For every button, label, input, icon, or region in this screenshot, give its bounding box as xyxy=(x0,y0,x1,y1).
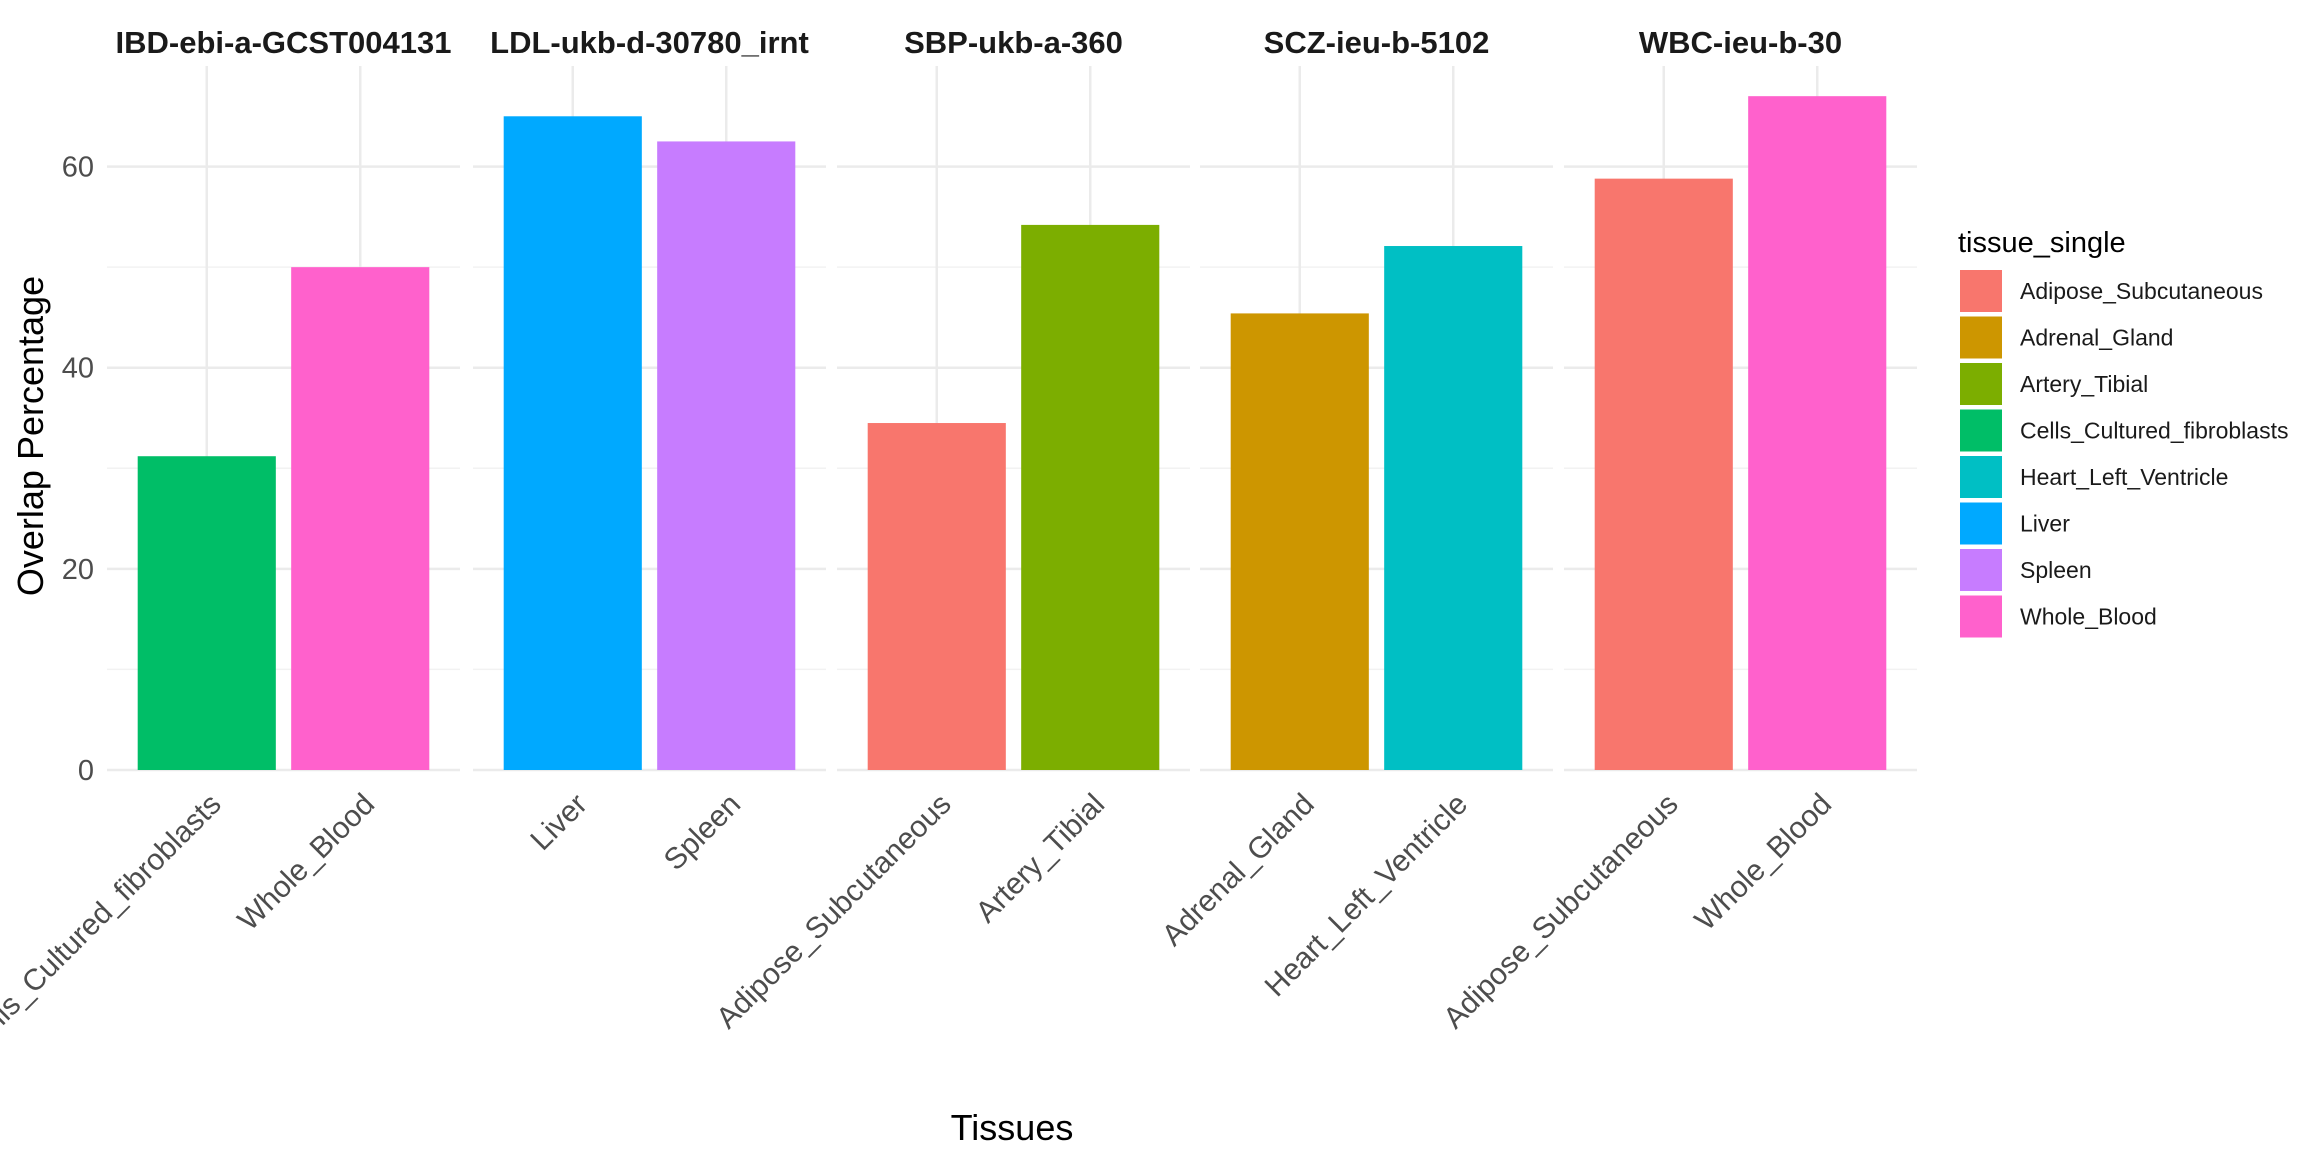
bar-liver xyxy=(503,116,642,771)
y-axis: 0 20 40 60 xyxy=(62,152,94,787)
legend-label: Heart_Left_Ventricle xyxy=(2020,464,2228,490)
legend-title: tissue_single xyxy=(1958,227,2126,259)
bar-cells-cultured-fibroblasts xyxy=(137,456,276,770)
x-axis: Cells_Cultured_fibroblasts Whole_Blood Liv… xyxy=(0,788,1838,1059)
legend-key xyxy=(1960,270,2002,312)
bars-layer xyxy=(137,96,1887,771)
facet-strips: IBD-ebi-a-GCST004131 LDL-ukb-d-30780_irnt… xyxy=(116,25,1843,60)
legend-label: Adrenal_Gland xyxy=(2020,325,2173,351)
x-tick-label: Cells_Cultured_fibroblasts xyxy=(0,788,228,1059)
bar-adipose-subcutaneous xyxy=(1594,178,1733,770)
x-tick-label: Whole_Blood xyxy=(1689,788,1839,938)
x-tick-label: Adipose_Subcutaneous xyxy=(1437,788,1684,1035)
legend-key xyxy=(1960,502,2002,545)
x-tick-label: Spleen xyxy=(658,788,747,877)
facet-strip-label: LDL-ukb-d-30780_irnt xyxy=(490,25,809,60)
x-tick-label: Whole_Blood xyxy=(232,788,382,938)
legend-key xyxy=(1960,549,2002,591)
legend-label: Whole_Blood xyxy=(2020,604,2157,630)
legend: tissue_single Adipose_Subcutaneous Adrena… xyxy=(1958,227,2288,638)
facet-strip-label: SBP-ukb-a-360 xyxy=(904,25,1123,60)
x-tick-label: Adipose_Subcutaneous xyxy=(710,788,957,1035)
y-tick-label: 20 xyxy=(62,554,94,586)
x-tick-label: Liver xyxy=(524,788,593,857)
bar-adipose-subcutaneous xyxy=(867,423,1006,770)
bar-heart-left-ventricle xyxy=(1384,246,1523,771)
y-axis-title: Overlap Percentage xyxy=(10,276,51,596)
y-tick-label: 40 xyxy=(62,353,94,385)
facet-strip-label: SCZ-ieu-b-5102 xyxy=(1264,25,1490,60)
legend-key xyxy=(1960,363,2002,405)
y-tick-label: 60 xyxy=(62,152,94,184)
legend-label: Adipose_Subcutaneous xyxy=(2020,278,2263,304)
legend-label: Spleen xyxy=(2020,557,2092,583)
bar-whole-blood xyxy=(291,267,430,770)
legend-label: Artery_Tibial xyxy=(2020,371,2148,397)
bar-spleen xyxy=(657,141,796,770)
x-tick-label: Artery_Tibial xyxy=(970,788,1112,930)
legend-label: Liver xyxy=(2020,511,2070,537)
legend-key xyxy=(1960,409,2002,452)
facet-strip-label: WBC-ieu-b-30 xyxy=(1639,25,1842,60)
x-tick-label: Adrenal_Gland xyxy=(1156,788,1321,953)
legend-key xyxy=(1960,595,2002,638)
bar-whole-blood xyxy=(1748,96,1887,770)
bar-artery-tibial xyxy=(1021,224,1160,771)
bar-adrenal-gland xyxy=(1230,313,1369,770)
x-axis-title: Tissues xyxy=(951,1107,1074,1148)
legend-key xyxy=(1960,456,2002,498)
y-tick-label: 0 xyxy=(78,755,94,787)
legend-label: Cells_Cultured_fibroblasts xyxy=(2020,418,2288,444)
facet-strip-label: IBD-ebi-a-GCST004131 xyxy=(116,25,452,60)
legend-key xyxy=(1960,316,2002,359)
